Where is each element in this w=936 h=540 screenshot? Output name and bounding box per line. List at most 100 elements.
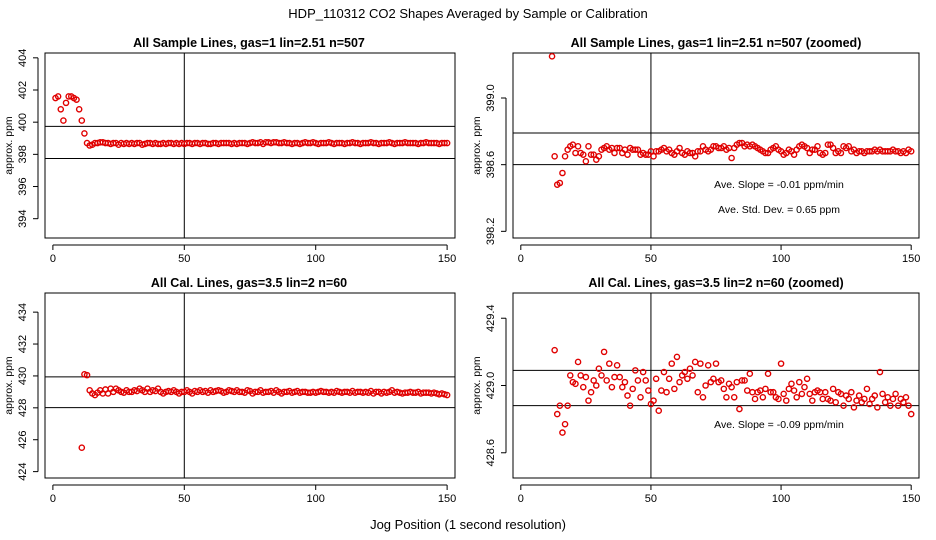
x-tick-label: 0 — [518, 493, 524, 505]
x-tick-label: 100 — [772, 253, 790, 265]
data-point — [582, 158, 590, 165]
data-point — [441, 139, 448, 147]
data-point — [624, 151, 631, 158]
data-point — [795, 378, 803, 386]
data-point — [616, 373, 624, 381]
figure-title: HDP_110312 CO2 Shapes Averaged by Sample… — [288, 6, 647, 21]
data-point — [793, 393, 800, 401]
x-tick-label: 100 — [307, 253, 325, 265]
data-point — [806, 390, 813, 398]
data-point — [785, 385, 793, 393]
x-tick-label: 0 — [518, 253, 524, 265]
data-point — [579, 383, 587, 391]
panel-title: All Sample Lines, gas=1 lin=2.51 n=507 (… — [571, 36, 862, 50]
data-point — [605, 360, 613, 367]
data-point — [663, 388, 670, 396]
data-point — [879, 390, 886, 398]
data-point — [60, 117, 67, 124]
data-point — [845, 395, 853, 403]
data-point — [697, 360, 704, 367]
data-point — [78, 117, 86, 124]
data-point — [443, 391, 451, 399]
data-point — [590, 377, 597, 384]
y-axis-label: approx. ppm — [471, 356, 483, 415]
data-point — [561, 420, 569, 428]
data-point — [595, 365, 603, 372]
data-point — [613, 144, 621, 152]
y-tick-label: 400 — [17, 113, 29, 131]
data-point — [577, 372, 584, 379]
data-point — [553, 410, 561, 418]
x-tick-label: 150 — [438, 493, 456, 505]
data-point — [673, 353, 681, 361]
y-tick-label: 430 — [17, 367, 29, 385]
data-point — [736, 139, 743, 147]
data-point — [637, 393, 644, 401]
data-point — [710, 375, 717, 383]
data-point — [884, 393, 892, 401]
data-point — [556, 402, 564, 409]
data-point — [777, 360, 785, 367]
data-point — [561, 153, 569, 160]
data-point — [655, 407, 663, 415]
data-point — [652, 375, 660, 383]
data-point — [650, 397, 657, 404]
data-point — [741, 377, 748, 384]
panels: All Sample Lines, gas=1 lin=2.51 n=507 0 5… — [3, 36, 920, 505]
data-point — [874, 404, 881, 411]
annotation-text: Ave. Slope = -0.09 ppm/min — [714, 419, 844, 431]
data-point — [686, 365, 694, 372]
data-point — [671, 385, 678, 393]
chart-panel-4: All Cal. Lines, gas=3.5 lin=2 n=60 (zoom… — [471, 276, 920, 505]
data-point — [900, 399, 907, 406]
data-point — [587, 388, 595, 396]
data-point — [595, 153, 603, 160]
y-axis-label: approx. ppm — [3, 356, 15, 415]
data-point — [592, 382, 600, 389]
data-point — [626, 402, 634, 409]
data-point — [720, 385, 728, 393]
data-point — [645, 387, 652, 394]
data-point — [75, 106, 83, 113]
data-point — [676, 144, 683, 152]
data-point — [689, 372, 696, 379]
data-point — [629, 385, 637, 393]
data-point — [57, 106, 65, 113]
x-tick-label: 100 — [772, 493, 790, 505]
data-point — [902, 393, 910, 401]
data-points — [78, 371, 451, 451]
plot-frame — [44, 292, 456, 479]
data-point — [639, 368, 647, 376]
data-point — [684, 375, 691, 383]
data-point — [556, 179, 564, 187]
data-point — [668, 360, 676, 367]
x-tick-label: 50 — [178, 253, 190, 265]
data-point — [743, 387, 751, 394]
x-tick-label: 150 — [902, 253, 920, 265]
data-point — [845, 143, 853, 150]
y-tick-label: 432 — [17, 335, 29, 353]
y-tick-label: 399.0 — [485, 84, 497, 112]
chart-panel-3: All Cal. Lines, gas=3.5 lin=2 n=60 0 50 100… — [3, 276, 456, 505]
data-point — [600, 348, 608, 356]
data-point — [866, 400, 873, 408]
data-point — [691, 358, 699, 366]
data-point — [894, 402, 902, 409]
data-point — [717, 377, 725, 384]
data-point — [861, 395, 868, 403]
data-point — [832, 399, 840, 406]
data-point — [559, 169, 566, 177]
x-tick-label: 150 — [438, 253, 456, 265]
data-point — [767, 388, 774, 396]
data-point — [848, 388, 855, 396]
figure-x-axis-label: Jog Position (1 second resolution) — [370, 517, 566, 532]
data-point — [837, 149, 845, 157]
y-tick-label: 434 — [17, 303, 29, 321]
panel-title: All Cal. Lines, gas=3.5 lin=2 n=60 (zoom… — [588, 276, 843, 290]
data-point — [798, 390, 806, 398]
data-point — [775, 395, 782, 403]
y-tick-label: 429.4 — [485, 304, 497, 332]
data-point — [619, 383, 626, 391]
data-points — [52, 93, 451, 149]
data-point — [824, 141, 832, 148]
